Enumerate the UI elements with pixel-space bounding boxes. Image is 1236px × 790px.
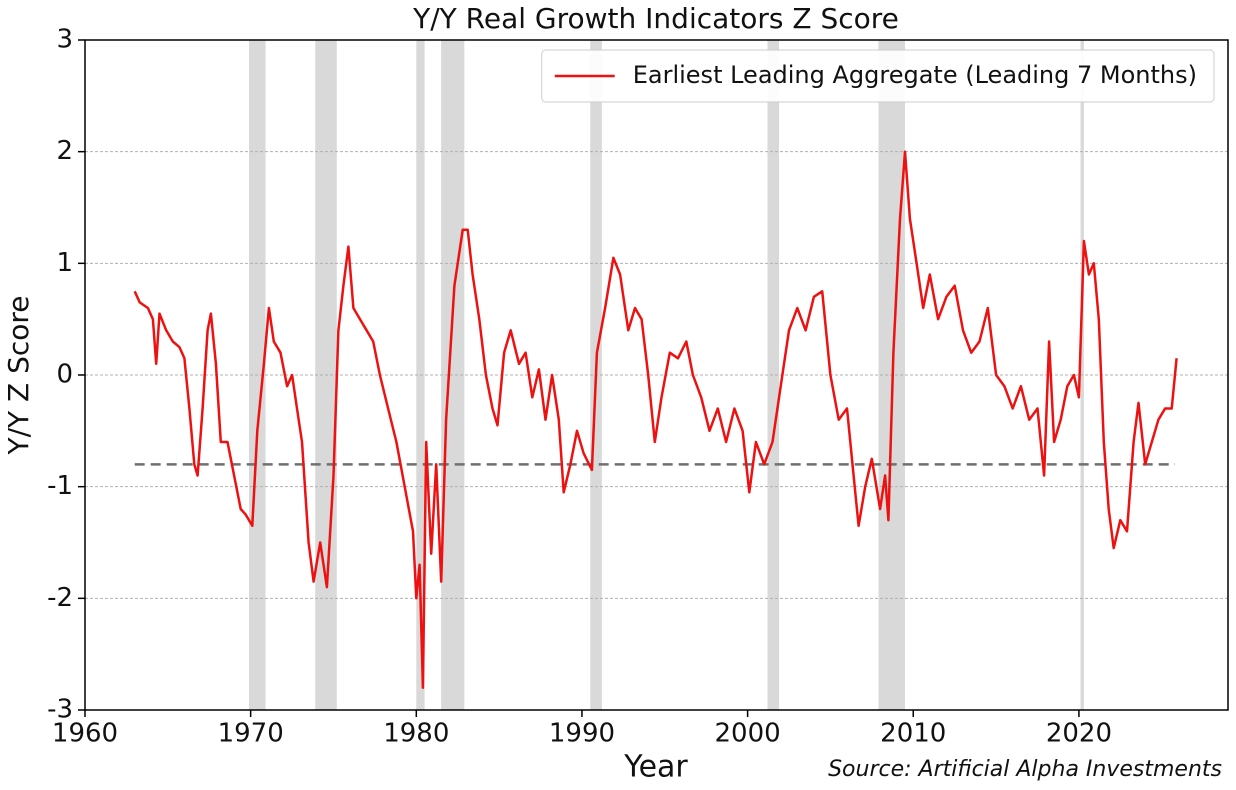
recession-band bbox=[767, 40, 780, 710]
x-tick-label: 1990 bbox=[549, 719, 615, 749]
legend: Earliest Leading Aggregate (Leading 7 Mo… bbox=[541, 49, 1215, 103]
y-axis-label: Y/Y Z Score bbox=[2, 295, 35, 455]
x-tick-label: 2000 bbox=[715, 719, 781, 749]
x-tick-label: 2010 bbox=[880, 719, 946, 749]
y-tick-label: 0 bbox=[56, 360, 73, 390]
x-tick-label: 1960 bbox=[52, 719, 118, 749]
legend-box bbox=[541, 49, 1215, 103]
y-tick-label: 1 bbox=[56, 248, 73, 278]
y-tick-label: 2 bbox=[56, 136, 73, 166]
y-tick-label: -1 bbox=[47, 471, 73, 501]
y-tick-label: 3 bbox=[56, 25, 73, 55]
x-tick-label: 1970 bbox=[218, 719, 284, 749]
source-note: Source: Artificial Alpha Investments bbox=[828, 757, 1222, 782]
plot-frame bbox=[84, 39, 1229, 711]
legend-label: Earliest Leading Aggregate (Leading 7 Mo… bbox=[633, 61, 1197, 89]
chart-title: Y/Y Real Growth Indicators Z Score bbox=[412, 2, 899, 35]
y-tick-label: -2 bbox=[47, 583, 73, 613]
x-tick-label: 1980 bbox=[383, 719, 449, 749]
y-tick-label: -3 bbox=[47, 695, 73, 725]
x-tick-label: 2020 bbox=[1046, 719, 1112, 749]
x-axis-label: Year bbox=[623, 750, 688, 785]
series-line bbox=[133, 150, 1178, 689]
